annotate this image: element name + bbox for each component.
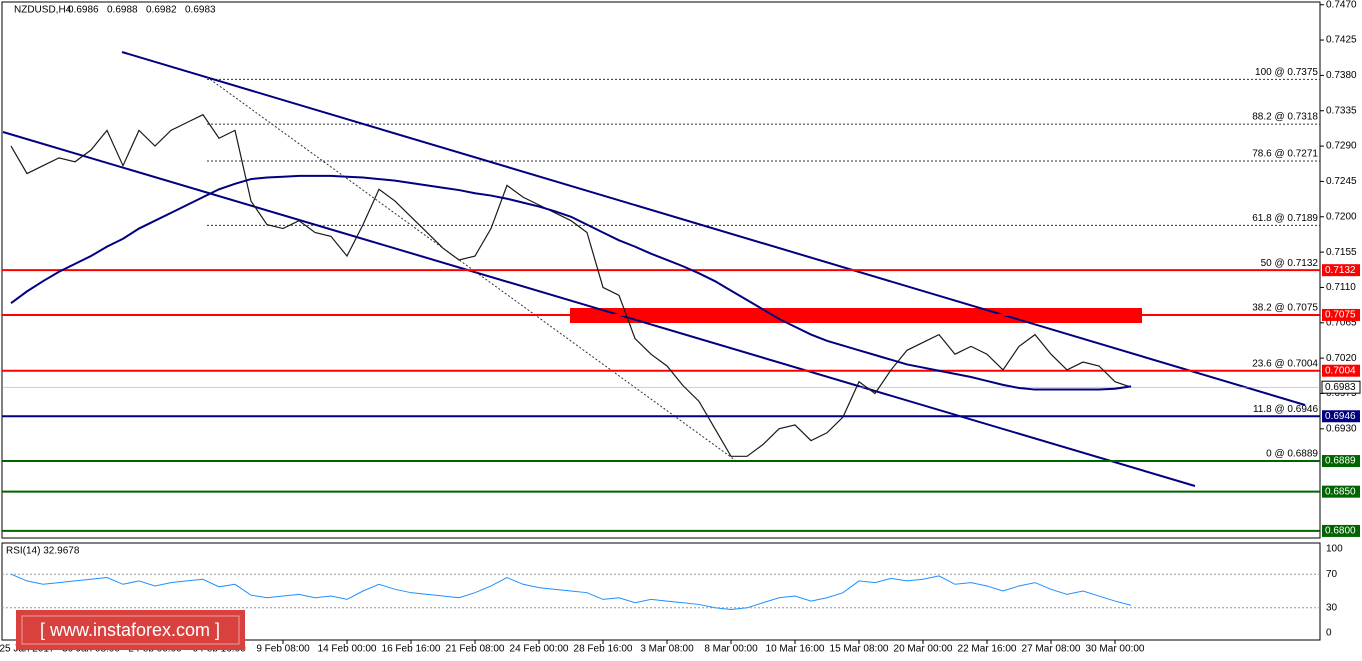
level-box (1322, 410, 1360, 423)
fib-label: 50 @ 0.7132 (1261, 258, 1319, 269)
current-box (1321, 380, 1361, 394)
x-tick-label: 14 Feb 00:00 (318, 644, 377, 655)
x-tick-label: 3 Mar 08:00 (640, 644, 694, 655)
x-tick-label: 8 Mar 00:00 (704, 644, 758, 655)
y-tick-label: 0.6930 (1326, 423, 1357, 434)
symbol: NZDUSD,H4 (14, 5, 72, 16)
level-label: 0.6850 (1325, 486, 1356, 497)
series-line (10, 113, 1132, 457)
fib-label: 38.2 @ 0.7075 (1252, 303, 1318, 314)
ohlc-value: 0.6986 (68, 5, 99, 16)
y-tick-label: 0.7335 (1326, 105, 1357, 116)
y-tick-label: 0.7020 (1326, 353, 1357, 364)
fib-label: 23.6 @ 0.7004 (1252, 358, 1318, 369)
fib-label: 0 @ 0.6889 (1266, 449, 1318, 460)
y-tick-label: 0.7380 (1326, 70, 1357, 81)
x-tick-label: 20 Mar 00:00 (894, 644, 953, 655)
x-tick-label: 9 Feb 08:00 (256, 644, 310, 655)
x-tick-label: 10 Mar 16:00 (766, 644, 825, 655)
x-tick-label: 28 Feb 16:00 (574, 644, 633, 655)
x-tick-label: 21 Feb 08:00 (446, 644, 505, 655)
series-line (10, 573, 1132, 610)
y-tick-label: 0.7065 (1326, 317, 1357, 328)
y-tick-label: 0.7245 (1326, 176, 1357, 187)
x-tick-label: 27 Mar 08:00 (1022, 644, 1081, 655)
x-tick-label: 15 Mar 08:00 (830, 644, 889, 655)
fib-label: 88.2 @ 0.7318 (1252, 112, 1318, 123)
fib-label: 100 @ 0.7375 (1255, 67, 1318, 78)
y-tick-label: 0.7155 (1326, 247, 1357, 258)
rsi-panel (1, 542, 1321, 641)
level-label: 0.6946 (1325, 411, 1356, 422)
level-box (1322, 455, 1360, 468)
fib-label: 11.8 @ 0.6946 (1253, 404, 1318, 415)
level-box (1322, 524, 1360, 537)
watermark: [ www.instaforex.com ] (40, 620, 220, 640)
level-box (1322, 264, 1360, 277)
x-tick-label: 22 Mar 16:00 (958, 644, 1017, 655)
level-label: 0.7004 (1325, 365, 1356, 376)
x-tick-label: 24 Feb 00:00 (510, 644, 569, 655)
series-line (10, 174, 1132, 391)
fib-label: 61.8 @ 0.7189 (1252, 213, 1318, 224)
y-tick-label: 0.7200 (1326, 211, 1357, 222)
fib-diagonal (206, 76, 736, 461)
rsi-label: RSI(14) 32.9678 (6, 546, 80, 557)
trend-line (2, 131, 1196, 487)
trend-line (121, 51, 1306, 406)
x-tick-label: 30 Mar 00:00 (1086, 644, 1145, 655)
y-tick-label: 0.7110 (1326, 282, 1356, 293)
level-label: 0.7132 (1325, 265, 1356, 276)
level-box (1322, 308, 1360, 321)
y-tick-label: 0.7470 (1326, 0, 1357, 10)
ohlc-value: 0.6982 (146, 5, 177, 16)
rsi-tick-label: 100 (1326, 544, 1343, 555)
ohlc-value: 0.6988 (107, 5, 138, 16)
level-box (1322, 364, 1360, 377)
rsi-tick-label: 0 (1326, 628, 1332, 639)
watermark-inner (21, 615, 240, 645)
y-tick-label: 0.7425 (1326, 35, 1357, 46)
current-label: 0.6983 (1325, 382, 1356, 393)
level-label: 0.6889 (1325, 456, 1356, 467)
rsi-tick-label: 30 (1326, 602, 1338, 613)
x-tick-label: 16 Feb 16:00 (382, 644, 441, 655)
fib-label: 78.6 @ 0.7271 (1252, 149, 1318, 160)
level-label: 0.7075 (1325, 310, 1356, 321)
level-label: 0.6800 (1325, 526, 1356, 537)
rsi-tick-label: 70 (1326, 569, 1338, 580)
ohlc-value: 0.6983 (185, 5, 216, 16)
y-tick-label: 0.7290 (1326, 141, 1357, 152)
level-box (1322, 485, 1360, 498)
